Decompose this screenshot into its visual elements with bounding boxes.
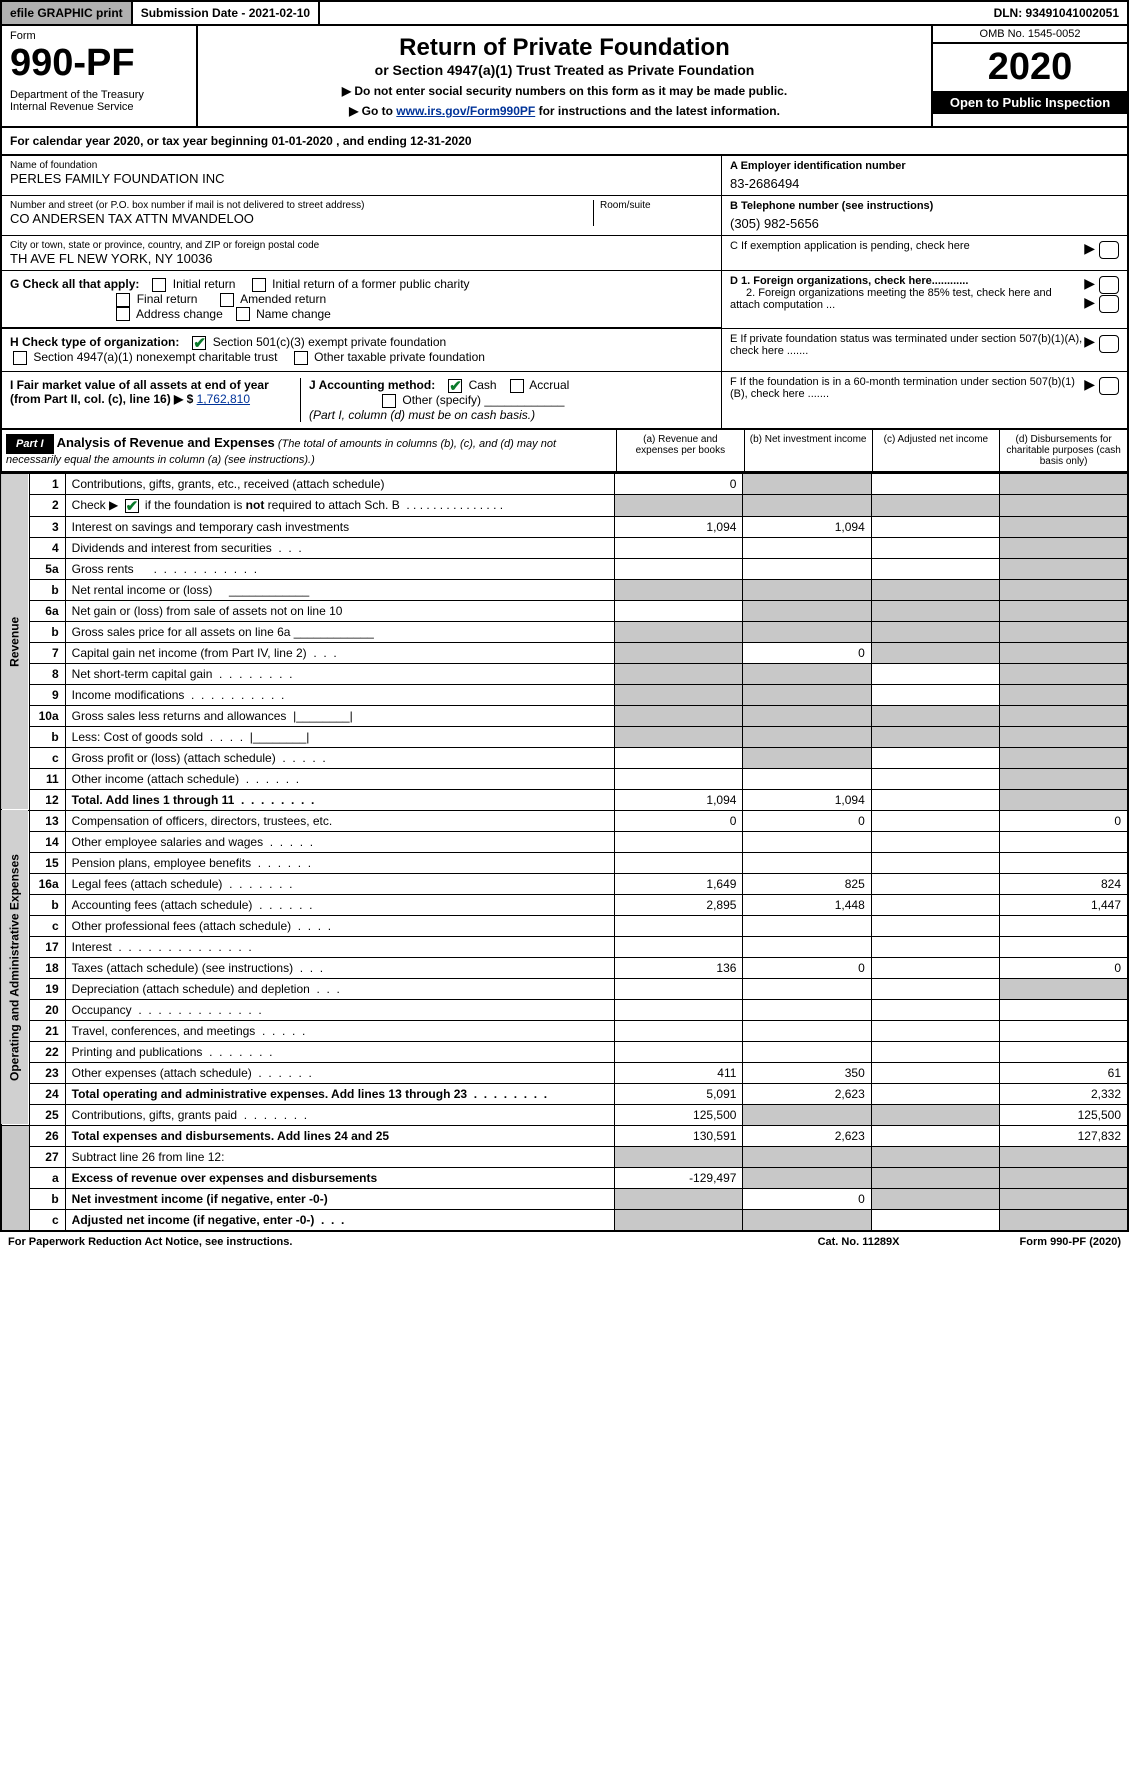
d2: 2. Foreign organizations meeting the 85%… xyxy=(730,287,1052,311)
col-c-hdr: (c) Adjusted net income xyxy=(872,430,1000,471)
efile-label: efile GRAPHIC print xyxy=(2,2,131,24)
d2-cb[interactable] xyxy=(1099,295,1119,313)
expenses-side: Operating and Administrative Expenses xyxy=(1,810,29,1125)
room-label: Room/suite xyxy=(600,200,713,211)
revenue-expense-table: Revenue 1Contributions, gifts, grants, e… xyxy=(0,473,1129,1232)
d1: D 1. Foreign organizations, check here..… xyxy=(730,275,968,287)
4947-cb[interactable] xyxy=(13,351,27,365)
form-subtitle: or Section 4947(a)(1) Trust Treated as P… xyxy=(206,62,923,78)
addr-label: Number and street (or P.O. box number if… xyxy=(10,200,593,211)
c-checkbox[interactable] xyxy=(1099,241,1119,259)
schb-cb[interactable] xyxy=(125,499,139,513)
form-number: 990-PF xyxy=(10,42,188,85)
entity-info: Name of foundation PERLES FAMILY FOUNDAT… xyxy=(0,156,1129,430)
addr-change-cb[interactable] xyxy=(116,307,130,321)
part1-header: Part I Analysis of Revenue and Expenses … xyxy=(0,430,1129,473)
j-note: (Part I, column (d) must be on cash basi… xyxy=(309,408,535,422)
phone: (305) 982-5656 xyxy=(730,216,1119,231)
e-cb[interactable] xyxy=(1099,335,1119,353)
irs-link[interactable]: www.irs.gov/Form990PF xyxy=(396,104,535,118)
footer-left: For Paperwork Reduction Act Notice, see … xyxy=(8,1236,292,1248)
part1-label: Part I xyxy=(6,434,54,454)
col-b-hdr: (b) Net investment income xyxy=(744,430,872,471)
name-change-cb[interactable] xyxy=(236,307,250,321)
d1-cb[interactable] xyxy=(1099,276,1119,294)
final-return-cb[interactable] xyxy=(116,293,130,307)
col-a-hdr: (a) Revenue and expenses per books xyxy=(616,430,744,471)
cash-cb[interactable] xyxy=(448,379,462,393)
e-label: E If private foundation status was termi… xyxy=(730,333,1084,357)
col-d-hdr: (d) Disbursements for charitable purpose… xyxy=(999,430,1127,471)
calendar-year: For calendar year 2020, or tax year begi… xyxy=(0,128,1129,156)
top-bar: efile GRAPHIC print Submission Date - 20… xyxy=(0,0,1129,26)
instr2: ▶ Go to www.irs.gov/Form990PF for instru… xyxy=(206,104,923,118)
form-title: Return of Private Foundation xyxy=(206,34,923,62)
submission-date: Submission Date - 2021-02-10 xyxy=(131,2,320,24)
fmv-amount[interactable]: 1,762,810 xyxy=(197,392,250,406)
instr1: ▶ Do not enter social security numbers o… xyxy=(206,84,923,98)
revenue-side: Revenue xyxy=(1,473,29,810)
part1-title: Analysis of Revenue and Expenses xyxy=(57,435,275,450)
501c3-cb[interactable] xyxy=(192,336,206,350)
ein-label: A Employer identification number xyxy=(730,160,1119,172)
form-label: Form xyxy=(10,30,188,42)
c-label: C If exemption application is pending, c… xyxy=(730,240,1084,259)
ein: 83-2686494 xyxy=(730,176,1119,191)
page-footer: For Paperwork Reduction Act Notice, see … xyxy=(0,1232,1129,1252)
f-cb[interactable] xyxy=(1099,377,1119,395)
open-public: Open to Public Inspection xyxy=(933,91,1127,114)
omb: OMB No. 1545-0052 xyxy=(933,26,1127,44)
city: TH AVE FL NEW YORK, NY 10036 xyxy=(10,251,713,266)
other-method-cb[interactable] xyxy=(382,394,396,408)
amended-cb[interactable] xyxy=(220,293,234,307)
address: CO ANDERSEN TAX ATTN MVANDELOO xyxy=(10,211,593,226)
form-header: Form 990-PF Department of the Treasury I… xyxy=(0,26,1129,128)
initial-former-cb[interactable] xyxy=(252,278,266,292)
j-label: J Accounting method: xyxy=(309,378,435,392)
footer-right: Form 990-PF (2020) xyxy=(1020,1236,1121,1248)
initial-return-cb[interactable] xyxy=(152,278,166,292)
name-label: Name of foundation xyxy=(10,160,713,171)
dept: Department of the Treasury Internal Reve… xyxy=(10,89,188,113)
phone-label: B Telephone number (see instructions) xyxy=(730,200,1119,212)
other-taxable-cb[interactable] xyxy=(294,351,308,365)
footer-mid: Cat. No. 11289X xyxy=(818,1236,900,1248)
f-label: F If the foundation is in a 60-month ter… xyxy=(730,376,1084,400)
g-label: G Check all that apply: xyxy=(10,277,139,291)
city-label: City or town, state or province, country… xyxy=(10,240,713,251)
foundation-name: PERLES FAMILY FOUNDATION INC xyxy=(10,171,713,186)
h-label: H Check type of organization: xyxy=(10,335,179,349)
dln: DLN: 93491041002051 xyxy=(986,2,1127,24)
tax-year: 2020 xyxy=(933,44,1127,91)
accrual-cb[interactable] xyxy=(510,379,524,393)
